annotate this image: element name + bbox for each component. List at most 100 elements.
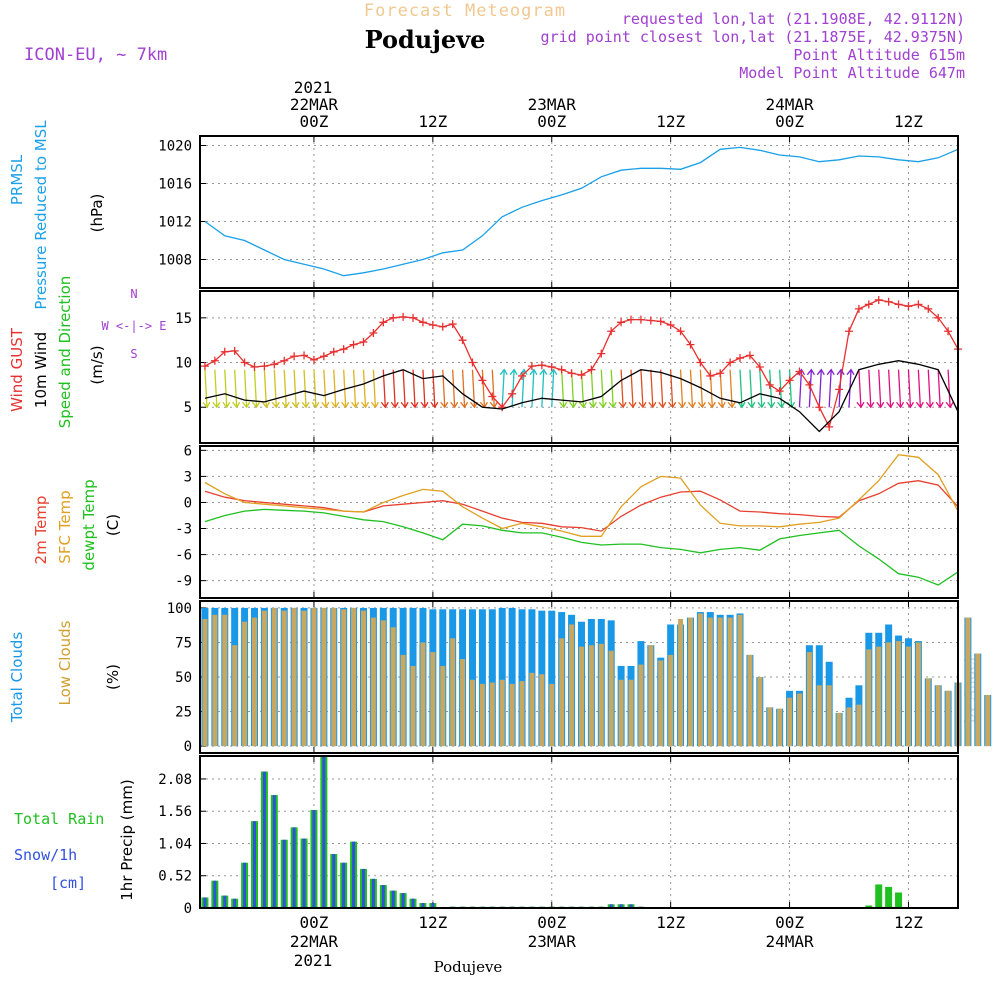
y-tick-label: 3 xyxy=(184,469,192,485)
total-cloud-bar xyxy=(468,609,476,747)
wind-arrow-head xyxy=(539,368,548,376)
gust-marker xyxy=(250,363,259,371)
gust-marker xyxy=(319,352,328,361)
low-cloud-bar xyxy=(598,643,604,747)
series-sfc-temp xyxy=(204,454,959,537)
wind-arrow-head xyxy=(658,401,667,409)
low-cloud-bar xyxy=(410,665,416,747)
snow-bar xyxy=(411,898,415,908)
rain-bar xyxy=(865,905,873,908)
gust-marker xyxy=(379,318,388,327)
snow-bar xyxy=(342,862,346,908)
gust-marker xyxy=(646,316,655,325)
gust-marker xyxy=(389,313,398,322)
wind-arrow-head xyxy=(905,401,915,409)
time-label-top: 12Z xyxy=(656,112,685,131)
gust-marker xyxy=(726,358,735,367)
gust-marker xyxy=(676,327,685,336)
low-cloud-bar xyxy=(331,607,337,747)
rain-bar xyxy=(885,886,893,908)
y-tick-label: 1020 xyxy=(158,139,192,155)
wind-arrow xyxy=(412,369,416,408)
low-cloud-bar xyxy=(251,617,257,747)
wind-arrow-head xyxy=(757,401,766,409)
wind-arrow xyxy=(352,369,357,408)
temp-labels: 2m Temp SFC Temp dewpt Temp (C) xyxy=(32,479,122,570)
wind-arrow xyxy=(620,369,624,408)
low-cloud-bar xyxy=(400,654,406,747)
low-cloud-bar xyxy=(390,627,396,747)
low-cloud-bar xyxy=(985,694,991,747)
low-cloud-bar xyxy=(559,638,565,747)
gust-marker xyxy=(369,329,378,338)
gust-marker xyxy=(884,297,893,306)
low-cloud-bar xyxy=(846,707,852,747)
wind-arrow xyxy=(679,369,684,408)
wind-arrow-head xyxy=(400,401,409,409)
gust-marker xyxy=(835,385,844,394)
dew-label: dewpt Temp xyxy=(80,479,98,570)
wind-arrow-head xyxy=(202,401,211,409)
wind-arrow xyxy=(481,369,486,408)
y-tick-label: -6 xyxy=(175,548,192,564)
gust-marker xyxy=(716,369,725,378)
y-tick-label: 0 xyxy=(184,739,192,755)
wind-arrow xyxy=(452,369,456,408)
wind-arrow-head xyxy=(509,368,518,376)
gust-marker xyxy=(300,351,309,360)
gust-label: Wind GUST xyxy=(8,327,26,412)
y-tick-label: 1.04 xyxy=(158,836,192,852)
low-cloud-bar xyxy=(767,707,773,747)
gust-marker xyxy=(736,354,745,363)
low-cloud-bar xyxy=(618,679,624,747)
gust-marker xyxy=(309,355,318,364)
wind-arrow-head xyxy=(856,401,865,409)
date-label-top: 24MAR xyxy=(765,95,814,114)
low-cloud-bar xyxy=(271,607,277,747)
snow-bar xyxy=(332,854,336,908)
low-cloud-bar xyxy=(360,610,366,747)
series-dewpt-temp xyxy=(204,508,959,586)
wind-arrow-head xyxy=(271,401,280,409)
low-cloud-bar xyxy=(291,607,297,747)
wind-arrow-head xyxy=(945,401,954,409)
y-tick-label: 1.56 xyxy=(158,804,192,820)
snow-label: Snow/1h xyxy=(14,846,77,864)
wind-arrow xyxy=(432,369,436,408)
wind-arrow xyxy=(234,369,238,408)
compass-we: W <-|-> E xyxy=(101,319,166,333)
requested-coords: requested lon,lat (21.1908E, 42.9112N) xyxy=(622,10,965,28)
low-cloud-bar xyxy=(975,653,981,747)
wind-arrow-head xyxy=(351,401,360,409)
snow-bar xyxy=(361,868,365,908)
wind-arrow xyxy=(660,369,664,408)
gust-marker xyxy=(864,300,873,309)
time-label-bottom: 12Z xyxy=(894,913,923,932)
wind-arrow xyxy=(561,369,565,408)
time-label-bottom: 00Z xyxy=(299,913,328,932)
series-prmsl xyxy=(204,146,959,277)
rain-bar xyxy=(875,884,883,908)
precip-panel: 0 0.52 1.04 1.56 2.08 xyxy=(158,755,959,917)
gust-marker xyxy=(617,318,626,327)
y-tick-label: 1008 xyxy=(158,253,192,269)
low-cloud-bar xyxy=(866,649,872,747)
wind-arrow xyxy=(214,369,218,408)
gust-marker xyxy=(666,320,675,329)
wind-arrow xyxy=(283,369,287,408)
wind-arrow-head xyxy=(598,401,607,409)
gust-marker xyxy=(686,340,695,349)
y-tick-label: 6 xyxy=(184,443,192,459)
wind-arrow xyxy=(531,369,535,408)
low-cloud-bar xyxy=(717,617,723,747)
wind-arrow xyxy=(917,369,922,408)
wind-arrow-head xyxy=(311,401,320,409)
snow-bar xyxy=(322,756,326,908)
wind-arrow-head xyxy=(608,401,617,409)
wind-arrow xyxy=(402,369,406,408)
gust-marker xyxy=(448,320,457,329)
low-cloud-bar xyxy=(222,614,228,747)
subtitle: Forecast Meteogram xyxy=(364,1,566,21)
low-cloud-bar xyxy=(757,677,763,747)
